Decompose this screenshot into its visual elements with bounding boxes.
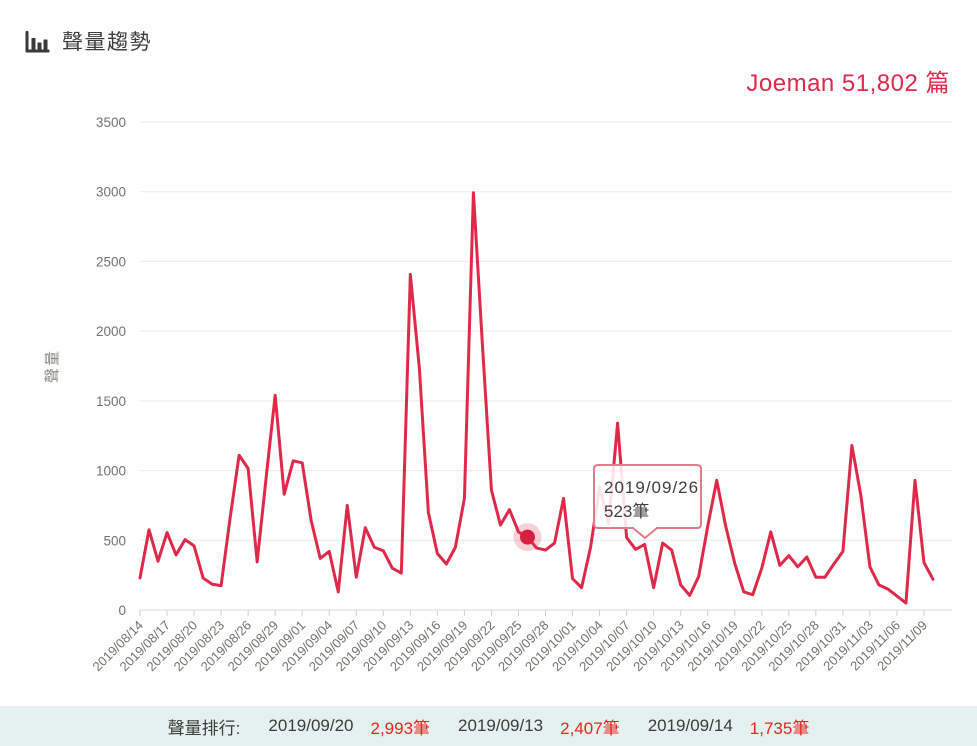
ranking-count-3: 1,735筆 xyxy=(749,718,810,738)
y-tick-label: 2000 xyxy=(96,324,126,339)
ranking-count-1: 2,993筆 xyxy=(370,718,431,738)
y-axis-title: 聲量 xyxy=(44,349,61,383)
hover-tooltip xyxy=(593,464,702,540)
keyword-total-label: Joeman 51,802 篇 xyxy=(746,70,950,97)
y-tick-label: 3000 xyxy=(96,185,126,200)
ranking-date-3: 2019/09/14 xyxy=(647,716,733,735)
ranking-date-2: 2019/09/13 xyxy=(458,716,544,735)
bar-chart-icon xyxy=(24,30,51,53)
page-header: 聲量趨勢 xyxy=(24,26,152,56)
y-tick-label: 1500 xyxy=(96,394,126,409)
ranking-date-1: 2019/09/20 xyxy=(268,716,354,735)
y-tick-label: 0 xyxy=(118,603,126,618)
y-tick-label: 2500 xyxy=(96,254,126,269)
ranking-count-2: 2,407筆 xyxy=(560,718,620,738)
trend-line[interactable] xyxy=(138,191,935,605)
y-tick-label: 500 xyxy=(103,533,126,548)
page-title: 聲量趨勢 xyxy=(62,31,152,54)
y-tick-label: 3500 xyxy=(96,115,126,130)
tooltip-count: 523筆 xyxy=(604,502,649,521)
y-tick-label: 1000 xyxy=(96,464,126,479)
tooltip-date: 2019/09/26 xyxy=(604,478,699,497)
highlight-dot[interactable] xyxy=(519,529,535,545)
volume-trend-chart[interactable]: 05001000150020002500300035002019/08/1420… xyxy=(0,105,977,705)
ranking-label: 聲量排行: xyxy=(167,718,241,738)
volume-ranking-bar: 聲量排行: 2019/09/20 2,993筆 2019/09/13 2,407… xyxy=(0,706,977,746)
